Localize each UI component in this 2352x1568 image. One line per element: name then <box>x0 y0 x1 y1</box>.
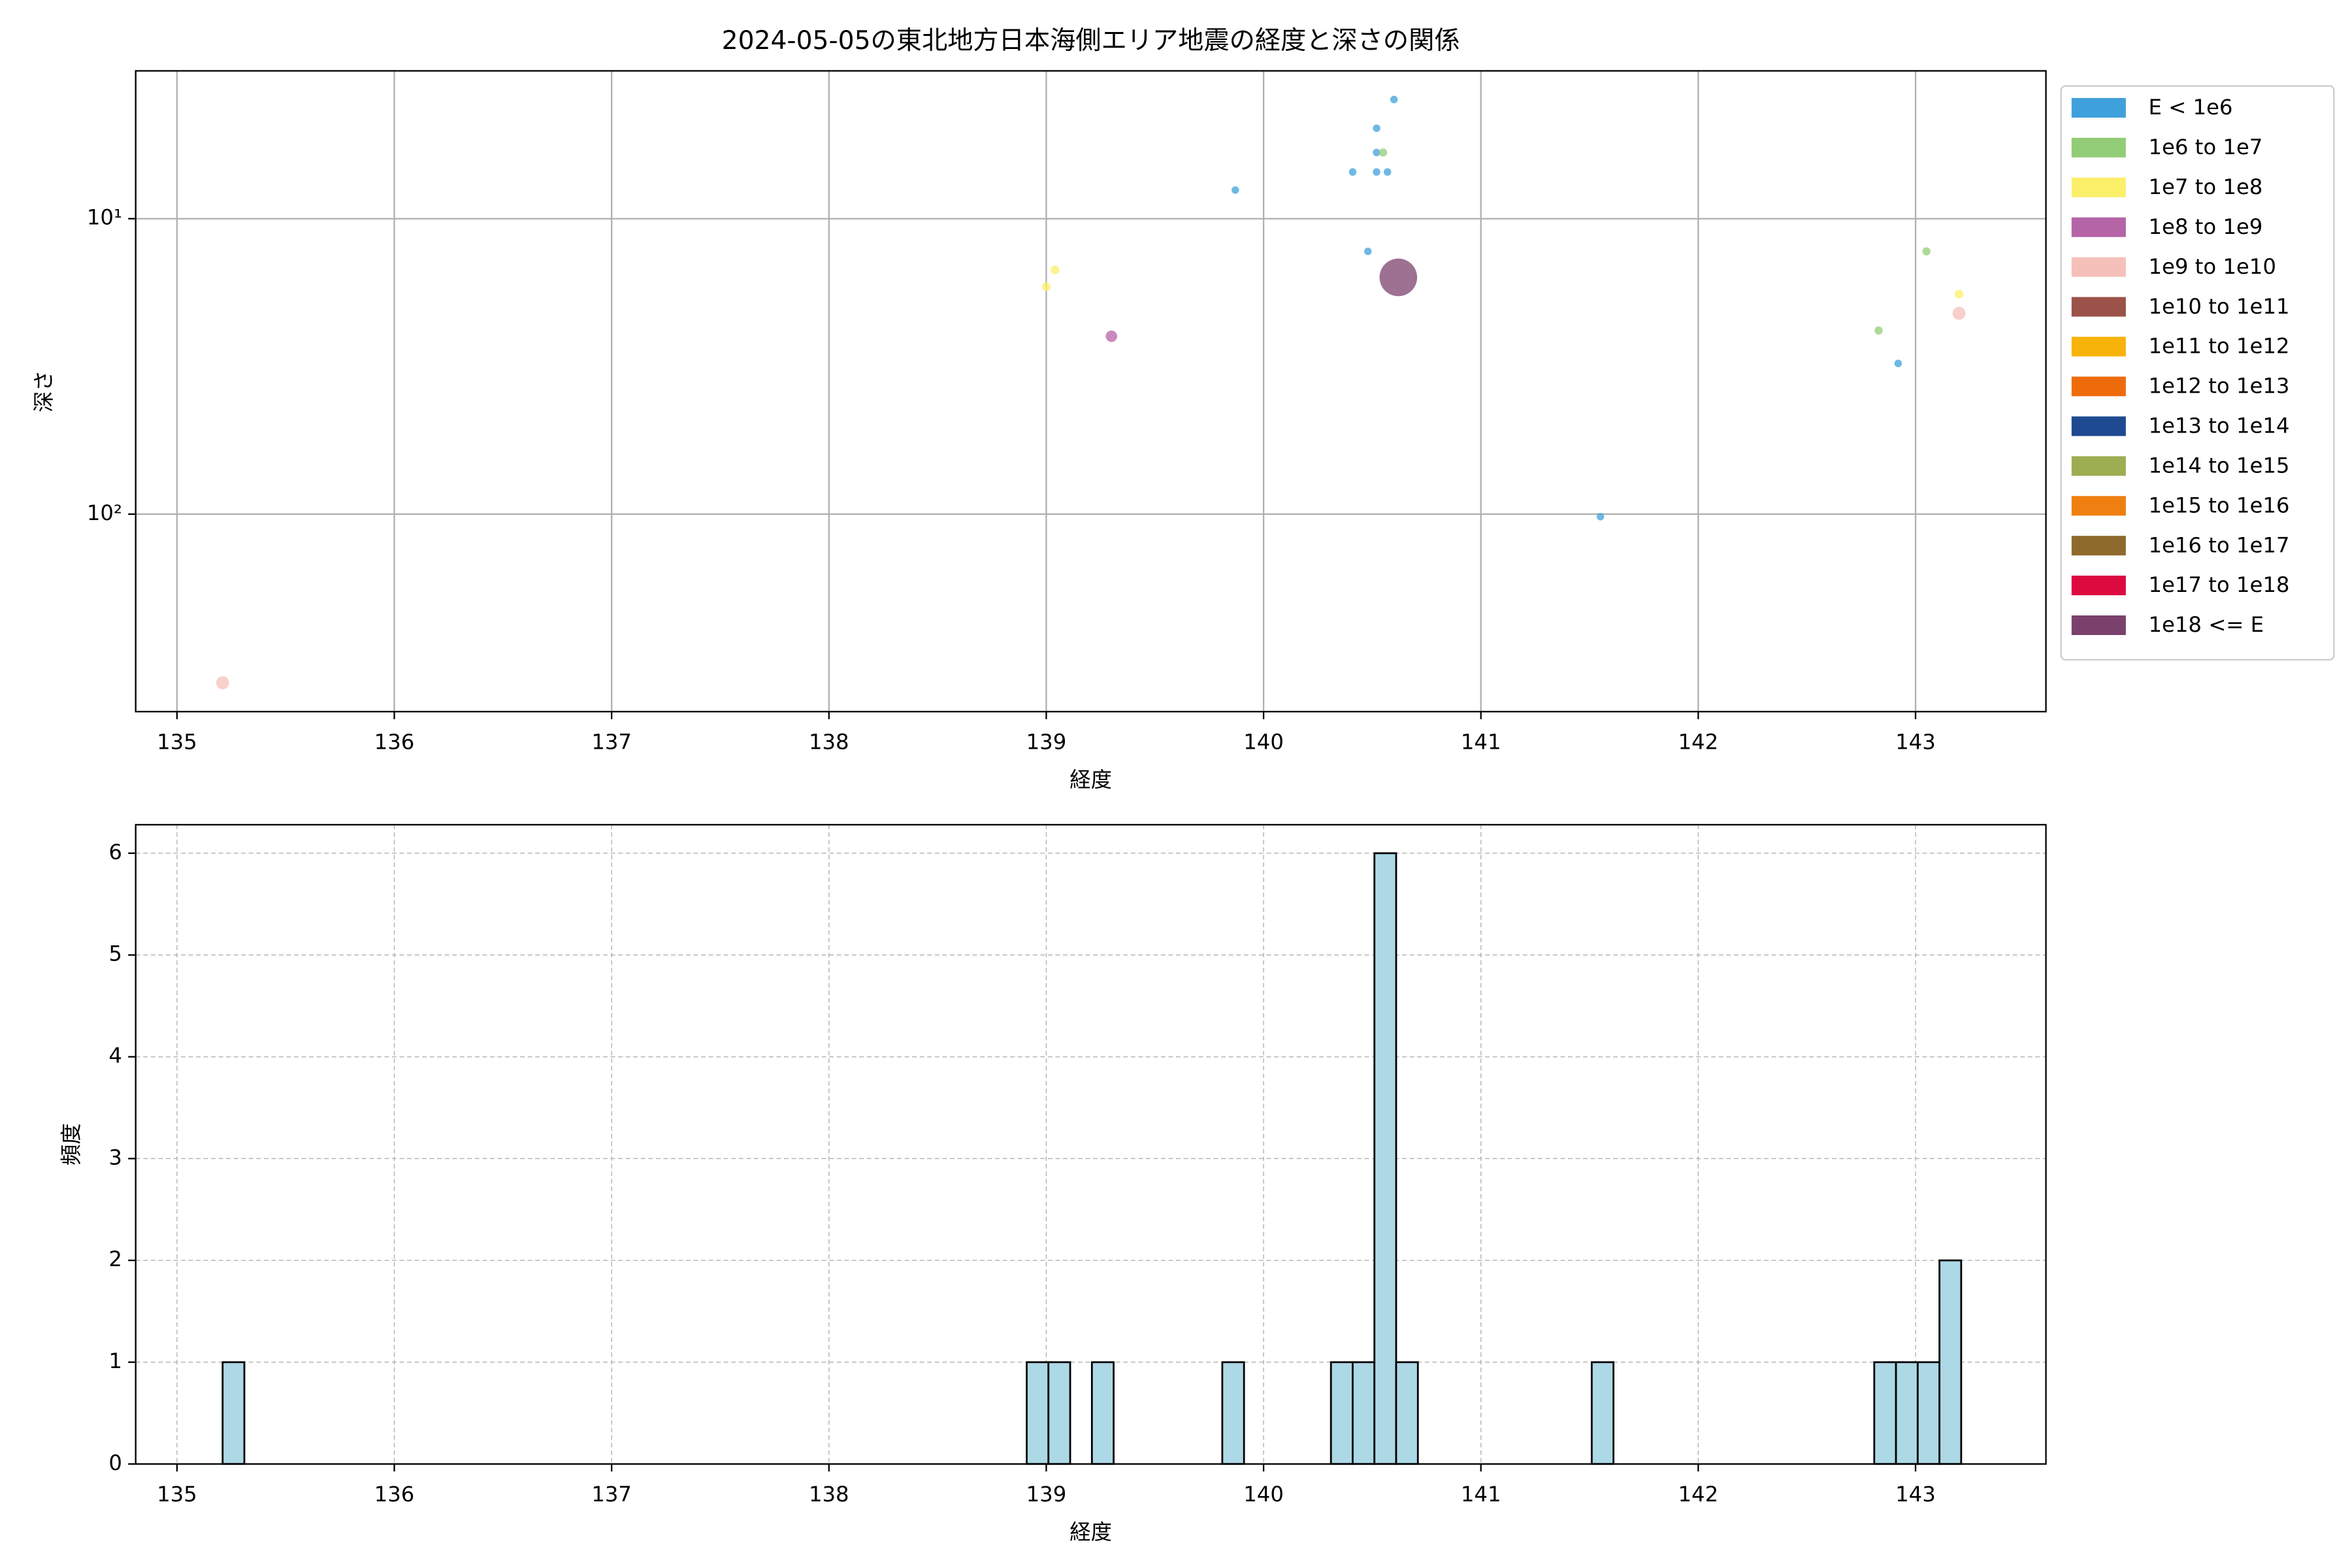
point <box>1373 168 1380 176</box>
y-tick-label: 6 <box>108 840 122 864</box>
x-tick-label: 136 <box>374 730 415 755</box>
legend-label: E < 1e6 <box>2148 95 2232 120</box>
legend-label: 1e15 to 1e16 <box>2148 493 2289 517</box>
bar <box>1221 1361 1245 1465</box>
legend-label: 1e14 to 1e15 <box>2148 453 2289 478</box>
legend-box <box>2060 85 2335 661</box>
point <box>1373 148 1380 157</box>
axes-frame <box>135 70 2047 713</box>
legend-swatch <box>2071 496 2126 516</box>
x-tick-label: 143 <box>1895 1482 1936 1507</box>
legend-swatch <box>2071 217 2126 237</box>
point <box>1232 186 1239 194</box>
legend-label: 1e16 to 1e17 <box>2148 532 2289 557</box>
legend-swatch <box>2071 297 2126 317</box>
legend-swatch <box>2071 416 2126 436</box>
legend-swatch <box>2071 177 2126 197</box>
legend-swatch <box>2071 456 2126 476</box>
bar <box>1047 1361 1071 1465</box>
x-tick-label: 139 <box>1026 730 1067 755</box>
bar <box>1916 1361 1940 1465</box>
y-tick-label: 0 <box>108 1450 122 1475</box>
x-tick-label: 137 <box>591 1482 632 1507</box>
legend-label: 1e8 to 1e9 <box>2148 214 2262 239</box>
bar <box>1373 852 1397 1465</box>
x-tick-label: 140 <box>1243 1482 1284 1507</box>
y-tick-label: 2 <box>108 1247 122 1271</box>
legend-label: 1e18 <= E <box>2148 612 2264 637</box>
point <box>1348 168 1357 176</box>
chart-title: 2024-05-05の東北地方日本海側エリア地震の経度と深さの関係 <box>722 26 1460 56</box>
bar <box>221 1361 246 1465</box>
x-tick-label: 138 <box>809 1482 849 1507</box>
legend-label: 1e6 to 1e7 <box>2148 135 2262 159</box>
y-tick-label: 4 <box>108 1043 122 1068</box>
legend-swatch <box>2071 137 2126 157</box>
point <box>1041 282 1051 291</box>
point <box>1051 265 1060 274</box>
y-axis-label: 頻度 <box>59 1123 84 1166</box>
x-axis-label: 経度 <box>1070 1520 1112 1544</box>
point <box>1596 513 1605 521</box>
point <box>1105 330 1118 342</box>
point <box>1952 306 1966 320</box>
y-tick-label: 5 <box>108 941 122 966</box>
legend-label: 1e9 to 1e10 <box>2148 254 2276 279</box>
axes-frame <box>135 824 2047 1465</box>
legend-swatch <box>2071 615 2126 635</box>
point <box>1379 258 1418 297</box>
bar <box>1395 1361 1419 1465</box>
point <box>1954 289 1964 299</box>
legend-label: 1e13 to 1e14 <box>2148 414 2289 438</box>
x-tick-label: 140 <box>1243 730 1284 755</box>
bar <box>1590 1361 1614 1465</box>
x-tick-label: 138 <box>809 730 849 755</box>
y-tick-label: 10¹ <box>87 205 122 230</box>
y-tick-label: 10² <box>87 500 122 525</box>
bar <box>1938 1259 1963 1465</box>
legend-label: 1e12 to 1e13 <box>2148 374 2289 399</box>
point <box>1922 247 1931 255</box>
legend-swatch <box>2071 336 2126 357</box>
legend-label: 1e10 to 1e11 <box>2148 294 2289 319</box>
x-tick-label: 136 <box>374 1482 415 1507</box>
bar <box>1026 1361 1050 1465</box>
y-tick-label: 3 <box>108 1145 122 1169</box>
point <box>1894 359 1903 368</box>
x-tick-label: 143 <box>1895 730 1936 755</box>
bar <box>1352 1361 1376 1465</box>
legend-swatch <box>2071 376 2126 397</box>
bar <box>1873 1361 1897 1465</box>
legend-swatch <box>2071 576 2126 596</box>
y-axis-label: 深さ <box>31 370 56 413</box>
bar <box>1330 1361 1354 1465</box>
legend-swatch <box>2071 257 2126 277</box>
x-tick-label: 135 <box>157 1482 197 1507</box>
legend-label: 1e7 to 1e8 <box>2148 174 2262 199</box>
legend-swatch <box>2071 98 2126 118</box>
point <box>1379 148 1388 157</box>
legend-label: 1e11 to 1e12 <box>2148 334 2289 359</box>
x-tick-label: 135 <box>157 730 197 755</box>
point <box>216 676 229 689</box>
point <box>1373 124 1380 132</box>
legend-swatch <box>2071 536 2126 556</box>
x-tick-label: 137 <box>591 730 632 755</box>
x-tick-label: 139 <box>1026 1482 1067 1507</box>
x-axis-label: 経度 <box>1070 767 1112 792</box>
x-tick-label: 142 <box>1678 1482 1718 1507</box>
point <box>1874 326 1883 335</box>
bar <box>1090 1361 1115 1465</box>
x-tick-label: 141 <box>1461 1482 1501 1507</box>
point <box>1364 247 1372 255</box>
point <box>1383 168 1392 176</box>
point <box>1390 95 1398 104</box>
x-tick-label: 142 <box>1678 730 1718 755</box>
legend-label: 1e17 to 1e18 <box>2148 572 2289 597</box>
x-tick-label: 141 <box>1461 730 1501 755</box>
y-tick-label: 1 <box>108 1348 122 1373</box>
bar <box>1895 1361 1919 1465</box>
